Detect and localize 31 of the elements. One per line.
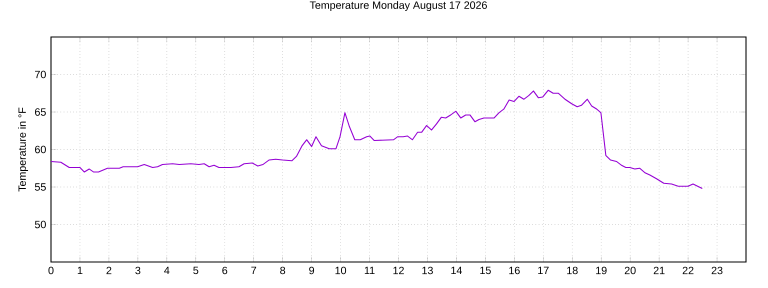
y-tick-label: 60 [35, 146, 46, 154]
x-tick-label: 20 [624, 266, 636, 274]
x-tick-label: 17 [538, 266, 549, 274]
x-tick-label: 19 [596, 266, 607, 274]
x-tick-label: 21 [654, 266, 665, 274]
x-tick-label: 2 [106, 266, 112, 274]
x-tick-label: 14 [451, 266, 462, 274]
x-tick-label: 8 [280, 266, 286, 274]
x-tick-label: 9 [309, 266, 314, 274]
x-tick-label: 7 [251, 266, 256, 274]
x-tick-label: 3 [135, 266, 140, 274]
x-tick-label: 10 [335, 266, 346, 274]
x-tick-label: 13 [422, 266, 433, 274]
x-tick-label: 5 [193, 266, 198, 274]
y-tick-label: 65 [35, 108, 46, 116]
x-tick-label: 1 [78, 266, 82, 274]
y-axis-title: Temperature in °F [18, 108, 28, 192]
y-tick-label: 70 [35, 70, 46, 78]
x-tick-label: 18 [567, 266, 578, 274]
x-tick-label: 22 [682, 266, 694, 274]
y-tick-label: 55 [34, 183, 46, 191]
x-tick-label: 0 [48, 266, 54, 274]
x-tick-label: 11 [364, 266, 375, 274]
x-tick-label: 15 [480, 266, 491, 274]
x-tick-label: 4 [164, 266, 170, 274]
y-tick-label: 50 [34, 220, 46, 228]
x-tick-label: 16 [509, 266, 520, 274]
x-tick-label: 23 [712, 266, 722, 274]
chart-title: Temperature Monday August 17 2026 [310, 1, 487, 12]
x-tick-label: 12 [393, 266, 404, 274]
x-tick-label: 6 [222, 266, 228, 274]
